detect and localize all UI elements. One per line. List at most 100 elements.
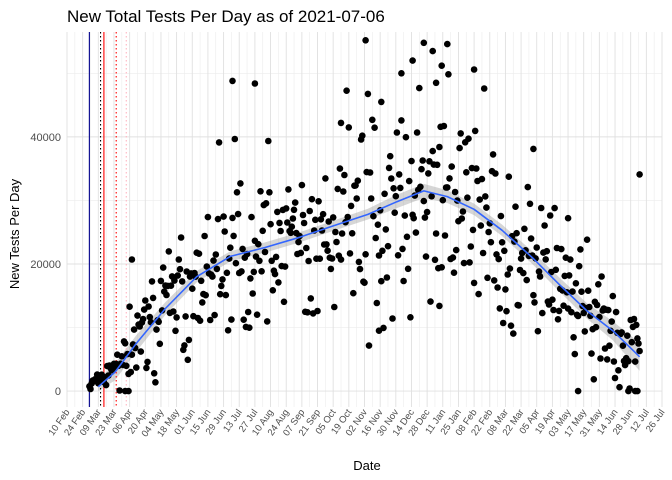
data-point — [212, 251, 220, 258]
data-point — [526, 200, 534, 208]
data-point — [522, 247, 529, 254]
data-point — [574, 312, 582, 320]
data-point — [444, 184, 451, 191]
data-point — [476, 196, 484, 203]
data-point — [355, 258, 363, 266]
data-point — [398, 117, 405, 124]
data-point — [229, 214, 236, 222]
data-point — [517, 255, 525, 262]
data-point — [337, 119, 345, 127]
data-point — [460, 259, 468, 267]
data-point — [470, 279, 478, 287]
data-point — [165, 248, 173, 255]
data-point — [425, 170, 432, 177]
data-point — [177, 234, 185, 241]
data-point — [325, 218, 333, 225]
data-point — [506, 265, 514, 272]
data-point — [568, 308, 575, 316]
data-point — [378, 98, 385, 106]
data-point — [484, 274, 491, 282]
data-point — [329, 214, 337, 221]
data-point — [444, 40, 451, 48]
data-point — [438, 62, 446, 69]
data-point — [315, 198, 322, 205]
data-point — [607, 327, 614, 335]
data-point — [584, 287, 592, 295]
data-point — [392, 192, 400, 200]
data-point — [580, 309, 587, 317]
data-point — [356, 265, 364, 273]
data-point — [436, 302, 443, 310]
data-point — [121, 340, 129, 347]
data-point — [227, 244, 234, 251]
data-point — [608, 318, 615, 325]
y-tick-label: 0 — [55, 386, 61, 398]
data-point — [345, 124, 353, 131]
data-point — [128, 351, 136, 359]
data-point — [276, 219, 283, 227]
data-point — [403, 233, 411, 241]
data-point — [366, 169, 374, 176]
data-point — [631, 358, 639, 365]
data-point — [523, 276, 530, 284]
data-point — [633, 321, 640, 329]
data-point — [412, 229, 420, 236]
data-point — [390, 185, 397, 192]
data-point — [250, 268, 258, 276]
data-point — [133, 364, 140, 371]
data-point — [350, 289, 357, 297]
data-point — [489, 151, 497, 158]
data-point — [473, 165, 480, 172]
data-point — [378, 277, 385, 285]
data-point — [483, 204, 490, 211]
data-point — [231, 135, 239, 143]
data-point — [307, 295, 315, 302]
data-point — [327, 265, 335, 273]
data-point — [159, 264, 167, 271]
data-point — [232, 259, 240, 267]
data-point — [431, 256, 439, 264]
data-point — [185, 336, 193, 344]
data-point — [438, 264, 446, 271]
data-point — [143, 364, 150, 372]
data-point — [634, 387, 641, 395]
data-point — [371, 124, 378, 131]
data-point — [375, 252, 383, 259]
data-point — [382, 226, 390, 233]
data-point — [218, 282, 225, 290]
data-point — [116, 387, 123, 394]
data-point — [446, 175, 453, 182]
data-point — [256, 257, 263, 265]
data-point — [402, 133, 410, 141]
data-point — [195, 250, 203, 257]
trend-confidence-band — [98, 183, 640, 392]
data-point — [578, 288, 585, 296]
data-point — [257, 188, 264, 195]
data-point — [572, 280, 580, 287]
data-point — [492, 170, 499, 177]
data-point — [259, 227, 267, 235]
data-point — [564, 214, 572, 222]
data-point — [445, 71, 452, 78]
data-point — [634, 335, 641, 342]
data-point — [155, 318, 162, 326]
data-point — [176, 265, 184, 273]
data-point — [282, 205, 290, 212]
data-point — [467, 243, 475, 250]
data-point — [248, 213, 255, 221]
data-point — [521, 225, 528, 233]
data-point — [163, 291, 170, 299]
data-point — [542, 256, 549, 263]
data-point — [258, 268, 265, 275]
data-point — [593, 301, 601, 309]
data-point — [550, 306, 557, 314]
data-point — [316, 255, 324, 262]
data-point — [253, 311, 261, 319]
data-point — [213, 265, 221, 273]
data-point — [630, 315, 638, 323]
data-point — [211, 311, 218, 319]
data-point — [353, 195, 361, 202]
data-point — [527, 235, 535, 242]
data-point — [281, 263, 289, 270]
